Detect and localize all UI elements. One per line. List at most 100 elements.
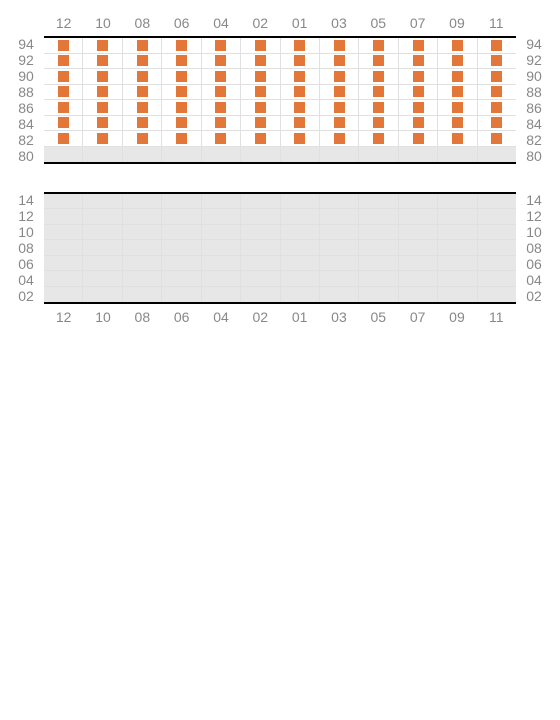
cell[interactable]: [399, 100, 438, 116]
cell[interactable]: [399, 240, 438, 255]
cell[interactable]: [83, 147, 122, 163]
cell[interactable]: [241, 287, 280, 302]
cell[interactable]: [320, 38, 359, 54]
cell[interactable]: [44, 116, 83, 132]
cell[interactable]: [281, 38, 320, 54]
cell[interactable]: [83, 69, 122, 85]
cell[interactable]: [123, 100, 162, 116]
cell[interactable]: [438, 116, 477, 132]
cell[interactable]: [320, 116, 359, 132]
cell[interactable]: [320, 100, 359, 116]
cell[interactable]: [123, 38, 162, 54]
cell[interactable]: [478, 271, 516, 286]
cell[interactable]: [123, 194, 162, 209]
cell[interactable]: [241, 54, 280, 70]
cell[interactable]: [44, 287, 83, 302]
cell[interactable]: [438, 240, 477, 255]
cell[interactable]: [478, 100, 516, 116]
cell[interactable]: [241, 116, 280, 132]
cell[interactable]: [123, 69, 162, 85]
cell[interactable]: [281, 85, 320, 101]
cell[interactable]: [83, 271, 122, 286]
cell[interactable]: [281, 116, 320, 132]
cell[interactable]: [123, 209, 162, 224]
cell[interactable]: [83, 54, 122, 70]
cell[interactable]: [399, 38, 438, 54]
cell[interactable]: [162, 287, 201, 302]
cell[interactable]: [438, 256, 477, 271]
cell[interactable]: [359, 271, 398, 286]
cell[interactable]: [162, 256, 201, 271]
cell[interactable]: [399, 54, 438, 70]
cell[interactable]: [202, 240, 241, 255]
cell[interactable]: [399, 287, 438, 302]
cell[interactable]: [359, 240, 398, 255]
cell[interactable]: [478, 69, 516, 85]
cell[interactable]: [399, 131, 438, 147]
cell[interactable]: [162, 38, 201, 54]
cell[interactable]: [241, 271, 280, 286]
cell[interactable]: [478, 131, 516, 147]
cell[interactable]: [44, 194, 83, 209]
cell[interactable]: [202, 225, 241, 240]
cell[interactable]: [399, 194, 438, 209]
cell[interactable]: [162, 100, 201, 116]
cell[interactable]: [281, 131, 320, 147]
cell[interactable]: [399, 256, 438, 271]
cell[interactable]: [44, 131, 83, 147]
cell[interactable]: [359, 225, 398, 240]
cell[interactable]: [241, 100, 280, 116]
cell[interactable]: [478, 85, 516, 101]
cell[interactable]: [241, 194, 280, 209]
cell[interactable]: [123, 54, 162, 70]
cell[interactable]: [202, 85, 241, 101]
cell[interactable]: [438, 69, 477, 85]
cell[interactable]: [241, 147, 280, 163]
cell[interactable]: [438, 131, 477, 147]
cell[interactable]: [359, 100, 398, 116]
cell[interactable]: [162, 69, 201, 85]
cell[interactable]: [83, 209, 122, 224]
cell[interactable]: [478, 256, 516, 271]
cell[interactable]: [241, 225, 280, 240]
cell[interactable]: [320, 209, 359, 224]
cell[interactable]: [162, 85, 201, 101]
cell[interactable]: [44, 225, 83, 240]
cell[interactable]: [438, 147, 477, 163]
cell[interactable]: [241, 38, 280, 54]
cell[interactable]: [44, 100, 83, 116]
cell[interactable]: [320, 54, 359, 70]
cell[interactable]: [241, 240, 280, 255]
cell[interactable]: [438, 287, 477, 302]
cell[interactable]: [162, 209, 201, 224]
cell[interactable]: [359, 69, 398, 85]
cell[interactable]: [478, 209, 516, 224]
cell[interactable]: [438, 100, 477, 116]
cell[interactable]: [281, 147, 320, 163]
cell[interactable]: [438, 54, 477, 70]
cell[interactable]: [123, 240, 162, 255]
cell[interactable]: [241, 131, 280, 147]
cell[interactable]: [241, 85, 280, 101]
cell[interactable]: [320, 194, 359, 209]
cell[interactable]: [202, 116, 241, 132]
cell[interactable]: [281, 225, 320, 240]
cell[interactable]: [359, 116, 398, 132]
cell[interactable]: [123, 147, 162, 163]
cell[interactable]: [44, 209, 83, 224]
cell[interactable]: [320, 256, 359, 271]
cell[interactable]: [281, 240, 320, 255]
cell[interactable]: [478, 225, 516, 240]
cell[interactable]: [359, 54, 398, 70]
cell[interactable]: [320, 287, 359, 302]
cell[interactable]: [399, 209, 438, 224]
cell[interactable]: [202, 100, 241, 116]
cell[interactable]: [44, 85, 83, 101]
cell[interactable]: [202, 147, 241, 163]
cell[interactable]: [202, 38, 241, 54]
cell[interactable]: [83, 131, 122, 147]
cell[interactable]: [399, 116, 438, 132]
cell[interactable]: [359, 209, 398, 224]
cell[interactable]: [162, 131, 201, 147]
cell[interactable]: [478, 287, 516, 302]
